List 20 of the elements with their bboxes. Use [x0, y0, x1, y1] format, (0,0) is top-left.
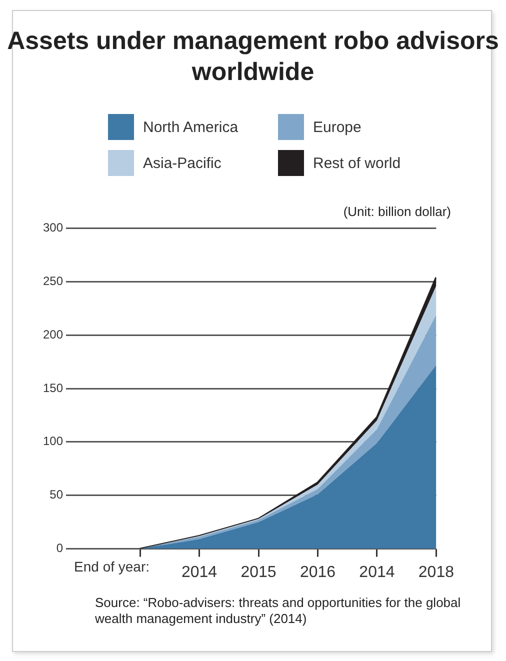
x-tick-label: 2018: [418, 564, 454, 581]
x-tick-label: 2014: [181, 564, 218, 581]
legend-label: Rest of world: [313, 154, 401, 172]
y-tick-label: 50: [50, 488, 64, 502]
y-tick-label: 250: [42, 274, 64, 288]
text: (Unit: billion dollar): [343, 204, 451, 219]
y-tick-label: 100: [42, 434, 64, 448]
y-tick-label: 150: [42, 380, 64, 395]
legend-label: Asia-Pacific: [143, 154, 222, 172]
y-tick-label: 0: [56, 541, 64, 556]
x-tick-label: 2016: [300, 564, 336, 581]
x-tick-label: 2015: [240, 564, 276, 581]
chart-title: Assets under management robo advisors worldwide: [6, 26, 500, 88]
x-axis-title: End of year:: [74, 558, 150, 575]
source-note: Source: “Robo-advisers: threats and opportunities for the global wealth management industry” (2014): [95, 595, 462, 627]
y-tick-label: 300: [42, 220, 64, 235]
y-tick-label: 200: [42, 327, 64, 342]
x-tick-label: 2014: [359, 564, 395, 581]
legend-label: Europe: [313, 118, 362, 136]
legend-label: North America: [143, 118, 238, 136]
